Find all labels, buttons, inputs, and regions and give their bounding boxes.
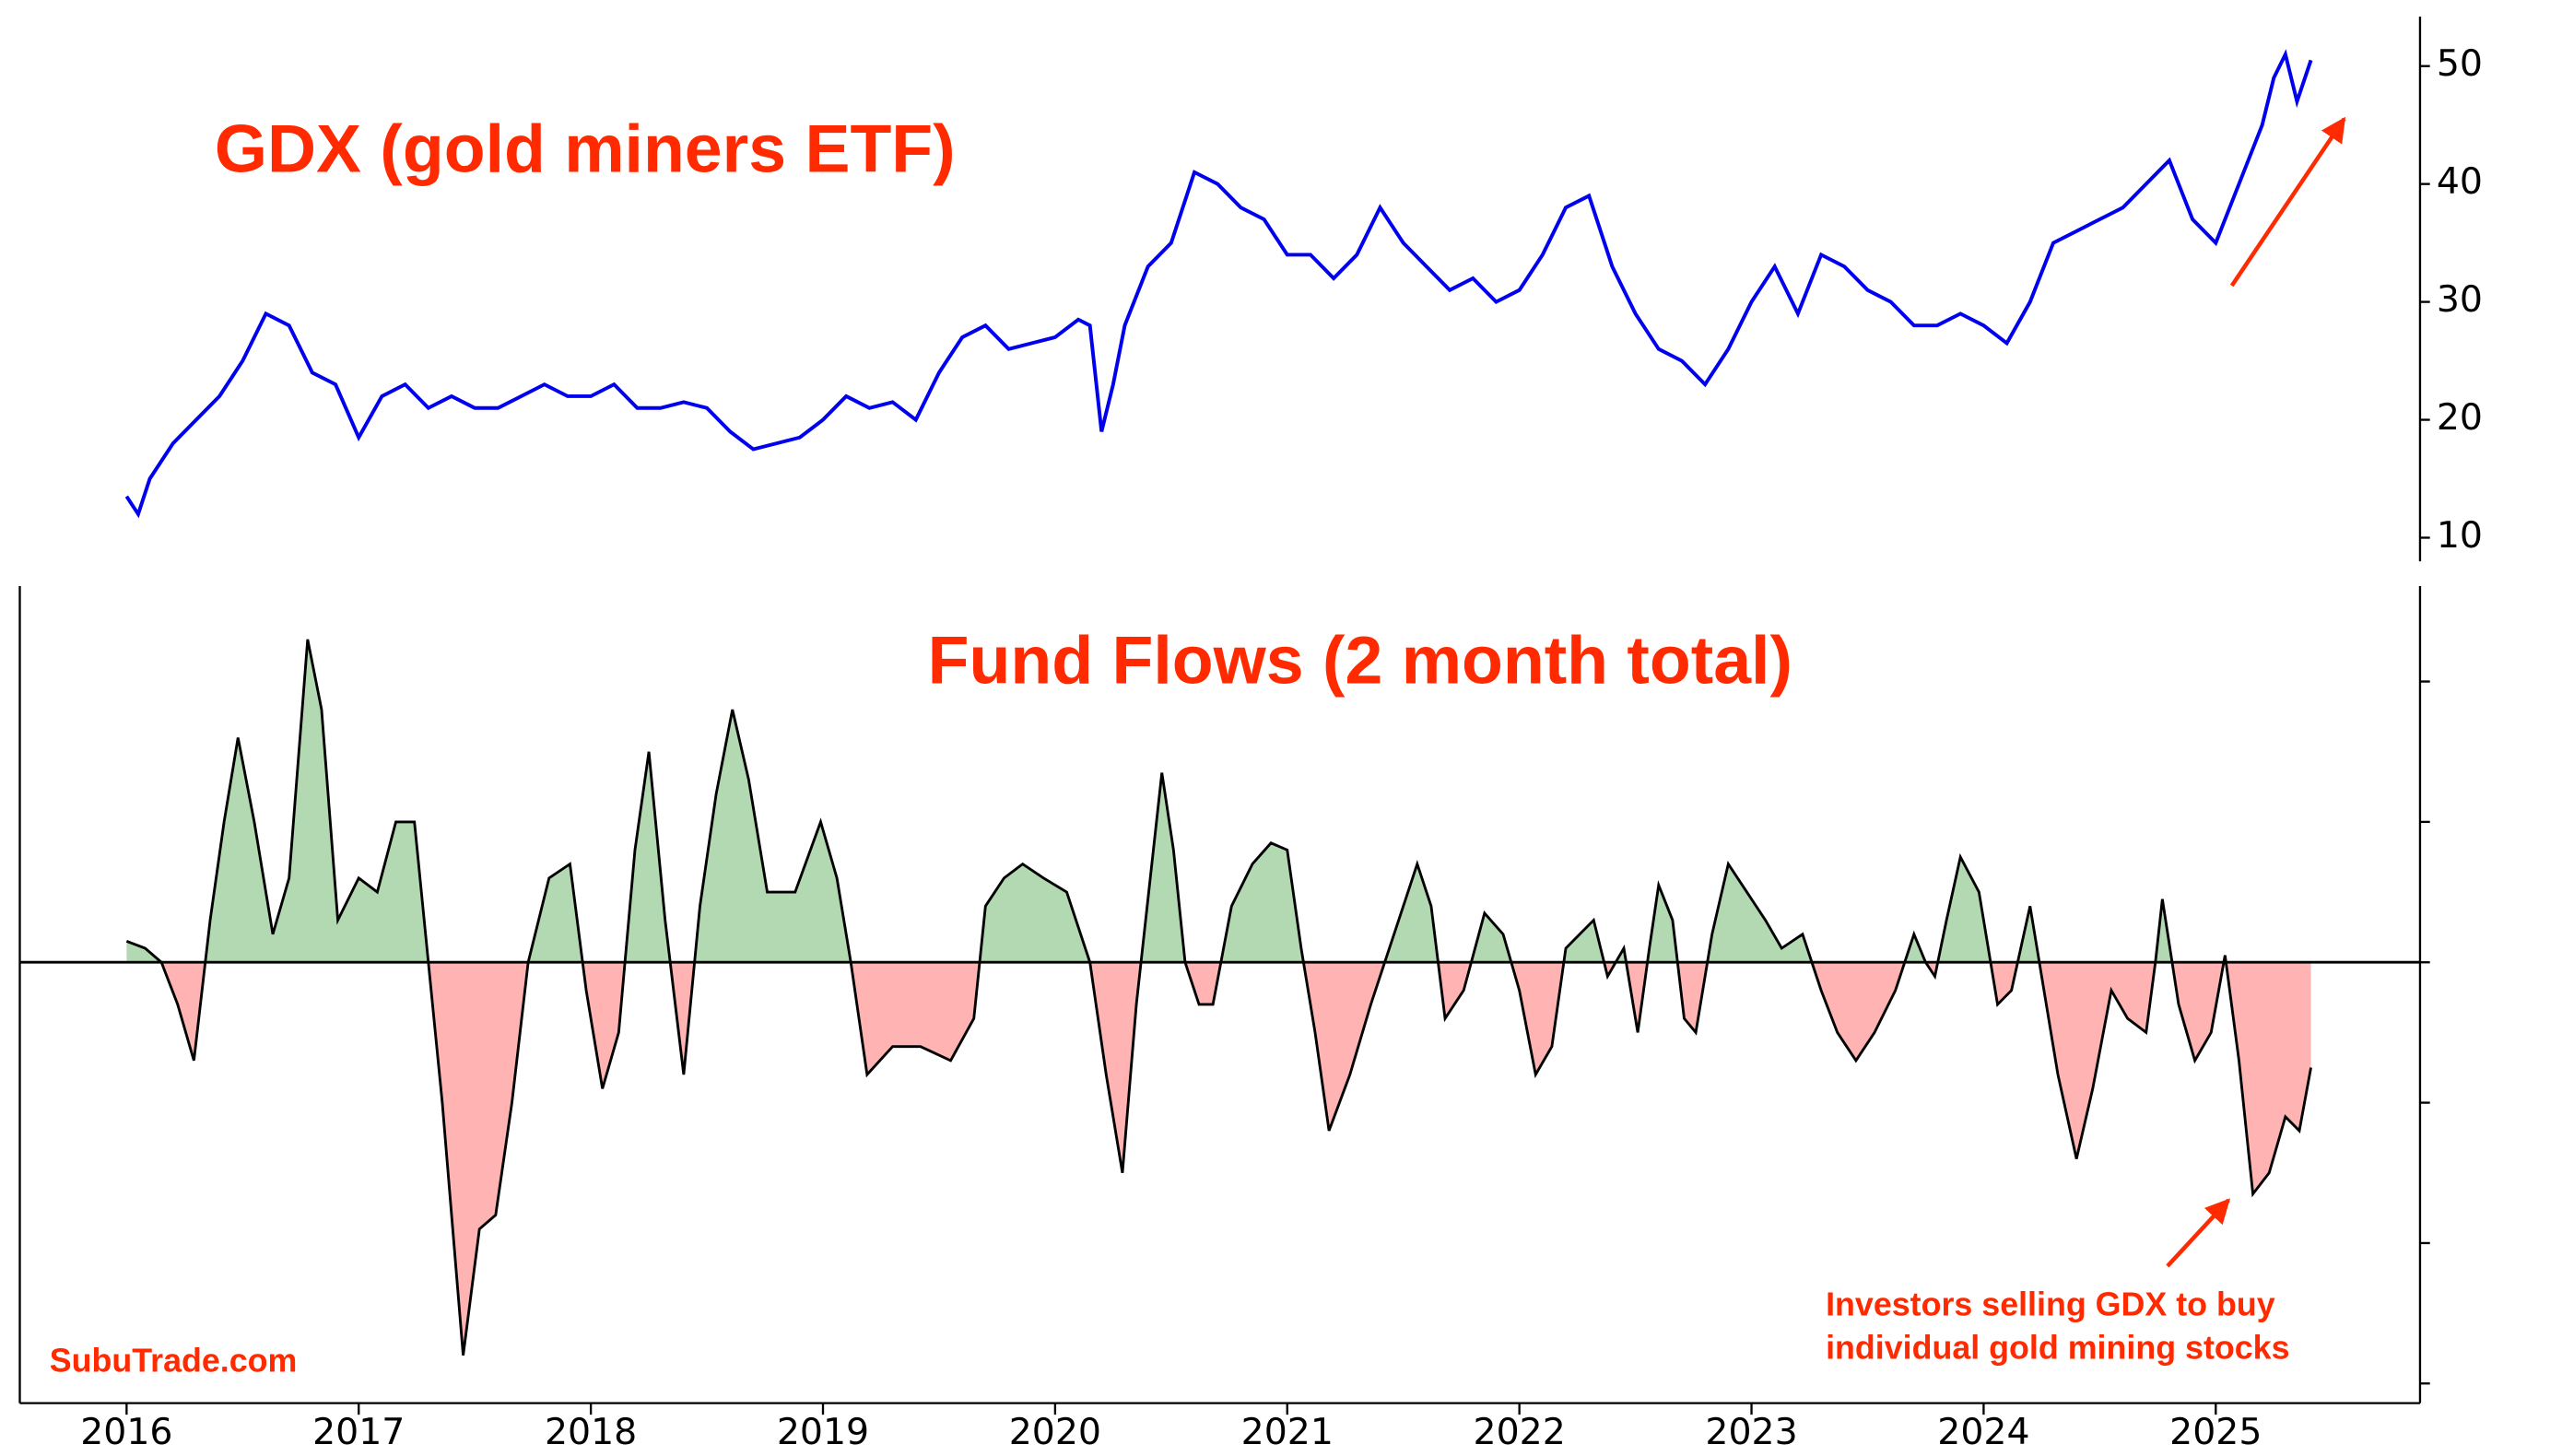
bottom-title: Fund Flows (2 month total)	[928, 623, 1792, 699]
y-tick-label: 50	[2437, 42, 2483, 85]
x-tick-label: 2024	[1937, 1411, 2029, 1453]
x-tick-label: 2022	[1474, 1411, 1566, 1453]
inflow-area	[126, 639, 2311, 963]
x-tick-label: 2023	[1705, 1411, 1797, 1453]
x-tick-label: 2018	[545, 1411, 637, 1453]
top-title: GDX (gold miners ETF)	[215, 111, 956, 186]
x-tick-label: 2025	[2169, 1411, 2262, 1453]
annotation-line: Investors selling GDX to buy	[1826, 1286, 2275, 1323]
outflow-area	[161, 962, 2311, 1356]
x-tick-label: 2019	[777, 1411, 869, 1453]
annotation-line: individual gold mining stocks	[1826, 1329, 2289, 1366]
flow-line	[125, 639, 2312, 1356]
arrow	[2229, 116, 2346, 288]
y-tick-label: 20	[2437, 396, 2483, 439]
arrow	[2166, 1198, 2230, 1268]
x-tick-label: 2020	[1009, 1411, 1101, 1453]
y-tick-label: 40	[2437, 160, 2483, 203]
x-tick-label: 2021	[1241, 1411, 1334, 1453]
x-tick-label: 2017	[312, 1411, 405, 1453]
price-line	[124, 49, 2313, 519]
y-tick-label: 30	[2437, 278, 2483, 321]
watermark: SubuTrade.com	[50, 1343, 298, 1380]
y-tick-label: 10	[2437, 514, 2483, 557]
x-tick-label: 2016	[80, 1411, 172, 1453]
